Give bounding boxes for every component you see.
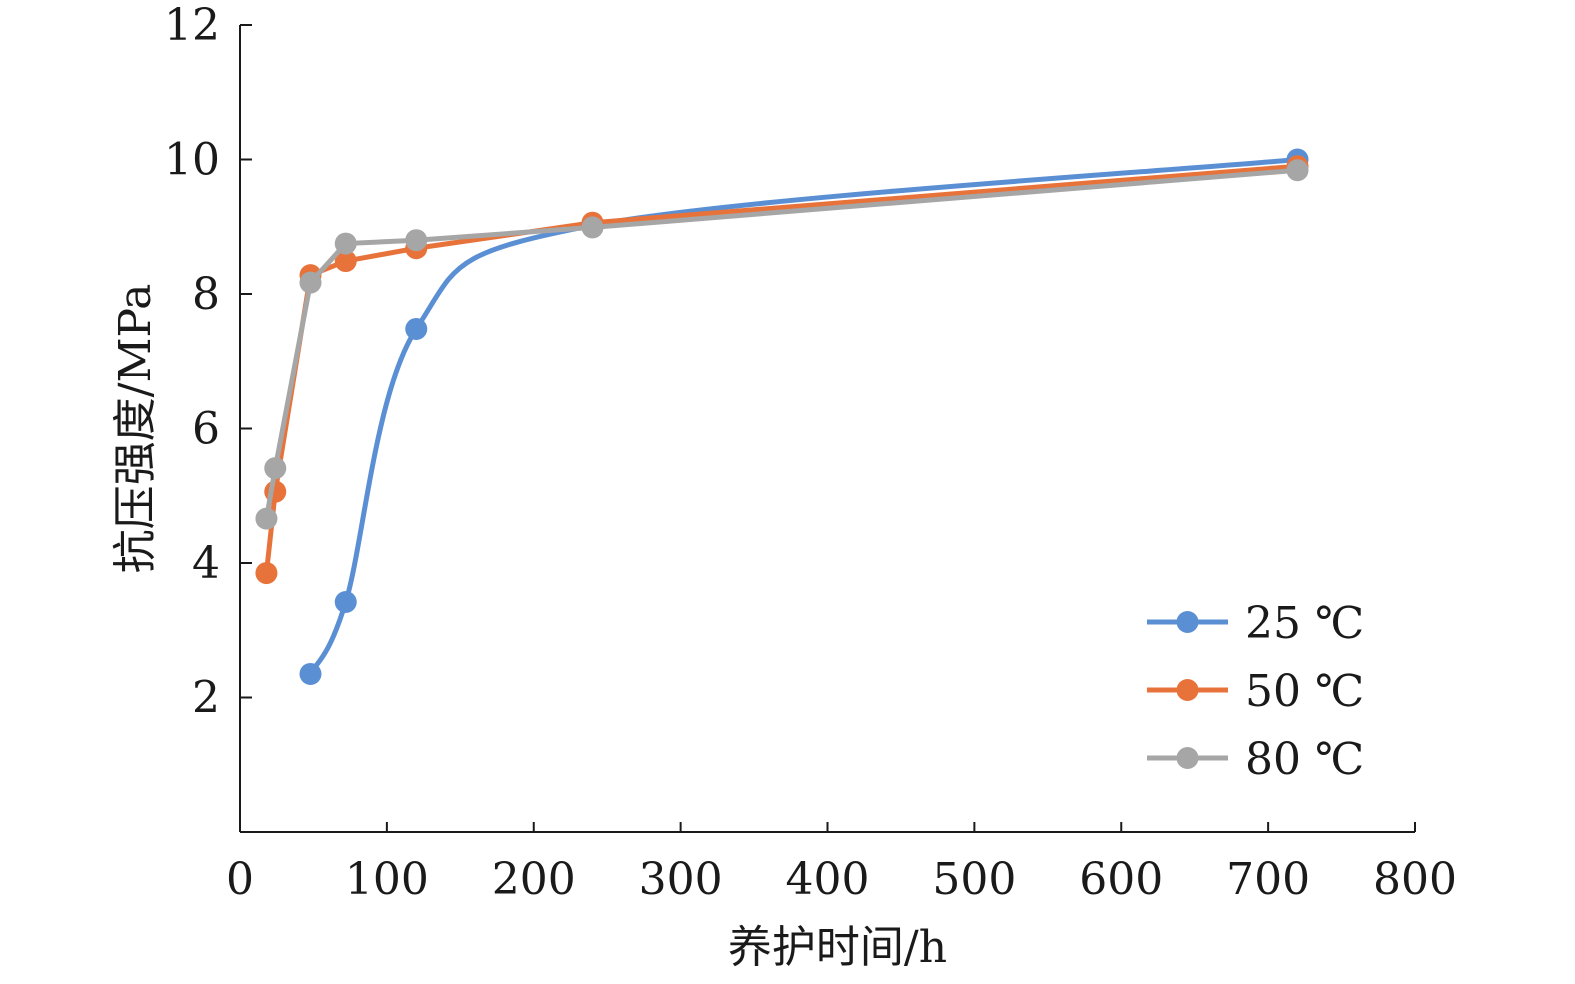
y-tick-label: 8 bbox=[192, 269, 220, 320]
data-point bbox=[299, 271, 322, 294]
data-point bbox=[299, 662, 322, 685]
y-tick-label: 2 bbox=[192, 673, 220, 724]
y-tick-label: 6 bbox=[192, 404, 220, 455]
data-point bbox=[1286, 159, 1309, 182]
data-point bbox=[334, 232, 357, 255]
series-line bbox=[263, 167, 1298, 520]
legend-label: 80 ℃ bbox=[1245, 734, 1364, 785]
data-point bbox=[581, 216, 604, 239]
x-tick-label: 700 bbox=[1226, 854, 1310, 905]
data-point bbox=[405, 317, 428, 340]
legend-marker bbox=[1176, 747, 1199, 769]
x-tick-label: 100 bbox=[345, 854, 429, 905]
data-point bbox=[255, 562, 278, 585]
data-point bbox=[255, 507, 278, 530]
legend-label: 50 ℃ bbox=[1245, 666, 1364, 717]
data-point bbox=[264, 457, 287, 480]
y-tick-label: 10 bbox=[164, 135, 220, 186]
series-1 bbox=[255, 155, 1309, 585]
y-tick-label: 4 bbox=[192, 538, 220, 589]
legend-marker bbox=[1176, 611, 1199, 633]
axes: 0 100 200 300 400 500 600 700 800 2 4 6 8 10 12 bbox=[164, 0, 1457, 905]
x-tick-label: 200 bbox=[492, 854, 576, 905]
x-tick-label: 300 bbox=[639, 854, 723, 905]
data-point bbox=[334, 250, 357, 273]
x-tick-label: 500 bbox=[932, 854, 1016, 905]
data-point bbox=[334, 591, 357, 614]
legend-item: 80 ℃ bbox=[1147, 734, 1364, 785]
x-tick-label: 600 bbox=[1079, 854, 1163, 905]
series-2 bbox=[255, 159, 1309, 530]
x-tick-label: 0 bbox=[226, 854, 254, 905]
legend-label: 25 ℃ bbox=[1245, 598, 1364, 649]
x-tick-label: 400 bbox=[786, 854, 870, 905]
legend: 25 ℃ 50 ℃ 80 ℃ bbox=[1147, 598, 1364, 785]
legend-marker bbox=[1176, 679, 1199, 701]
legend-item: 25 ℃ bbox=[1147, 598, 1364, 649]
series-line bbox=[263, 163, 1298, 574]
data-point bbox=[405, 229, 428, 252]
legend-item: 50 ℃ bbox=[1147, 666, 1364, 717]
y-axis-title: 抗压强度/MPa bbox=[110, 284, 161, 574]
x-tick-label: 800 bbox=[1373, 854, 1457, 905]
y-tick-label: 12 bbox=[164, 0, 220, 51]
series-0 bbox=[299, 148, 1309, 685]
x-axis-title: 养护时间/h bbox=[728, 922, 947, 973]
series-layer bbox=[255, 148, 1309, 685]
